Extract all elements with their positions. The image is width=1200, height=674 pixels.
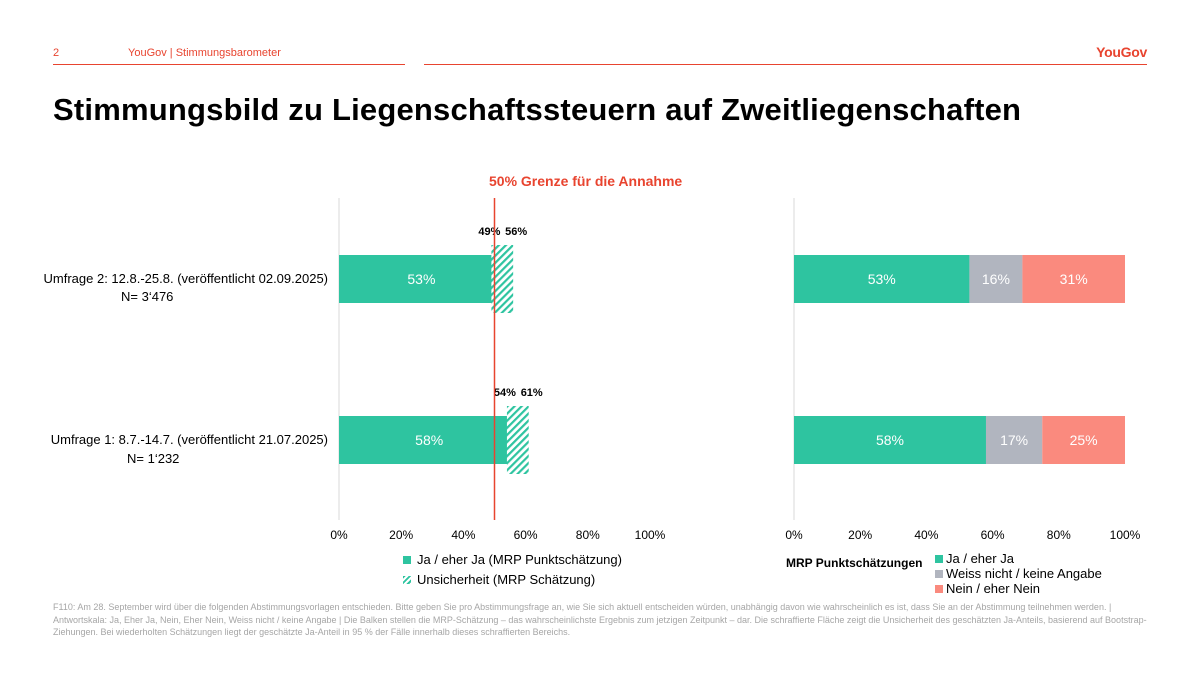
header-divider-right [424, 64, 1147, 65]
interval-high-label: 61% [521, 387, 543, 399]
right-xtick-label: 20% [848, 528, 872, 542]
legend-label-point: Ja / eher Ja (MRP Punktschätzung) [417, 552, 622, 567]
stacked-bar-ja [794, 255, 970, 303]
stacked-bar-nein [1042, 416, 1125, 464]
stacked-bar-nein [1022, 255, 1125, 303]
uncertainty-band [491, 245, 514, 313]
row-label-umfrage-1: Umfrage 1: 8.7.-14.7. (veröffentlicht 21… [50, 432, 328, 447]
legend-swatch-nein [935, 584, 943, 593]
left-xtick-label: 60% [514, 528, 538, 542]
legend-swatch-hatch [403, 575, 411, 584]
legend-right-title: MRP Punktschätzungen [786, 556, 923, 570]
stacked-bar-weiss-nicht-label: 16% [982, 271, 1010, 287]
legend-swatch-ja-right [935, 554, 943, 563]
left-chart: 0% 20% 40% 60% 80% 100% 53% 49% 56% 58% 54% 61% [330, 198, 666, 542]
left-xtick-label: 100% [635, 528, 666, 542]
threshold-label: 50% Grenze für die Annahme [489, 173, 683, 189]
row-n-umfrage-2: N= 3‘476 [121, 289, 174, 304]
stacked-bar-weiss-nicht-label: 17% [1000, 432, 1028, 448]
stacked-bar-nein-label: 31% [1060, 271, 1088, 287]
stacked-bar-ja-label: 53% [868, 271, 896, 287]
stacked-bar-weiss-nicht [969, 255, 1023, 303]
interval-high-label: 56% [505, 226, 527, 238]
legend-swatch-ja [403, 555, 411, 564]
interval-low-label: 54% [494, 387, 516, 399]
header-divider-left [53, 64, 405, 65]
stacked-bar-ja-label: 58% [876, 432, 904, 448]
header-source: YouGov | Stimmungsbarometer [128, 47, 281, 59]
row-n-umfrage-1: N= 1‘232 [127, 451, 180, 466]
right-xtick-label: 60% [981, 528, 1005, 542]
legend-item-nein: Nein / eher Nein [935, 581, 1040, 596]
legend-label-ja: Ja / eher Ja [946, 551, 1014, 566]
stacked-bar-nein-label: 25% [1070, 432, 1098, 448]
left-xtick-label: 80% [576, 528, 600, 542]
left-bar-ja [339, 255, 504, 303]
legend-swatch-weiss-nicht [935, 569, 943, 578]
legend-label-nein: Nein / eher Nein [946, 581, 1040, 596]
right-chart: 0% 20% 40% 60% 80% 100% 53% 16% 31% 58% 17% 25% [785, 198, 1141, 542]
left-bar-value-label: 58% [415, 432, 443, 448]
left-xtick-label: 0% [330, 528, 348, 542]
left-bar-ja [339, 416, 520, 464]
right-xtick-label: 100% [1110, 528, 1141, 542]
right-xtick-label: 80% [1047, 528, 1071, 542]
legend-label-uncertainty: Unsicherheit (MRP Schätzung) [417, 572, 596, 587]
page-title: Stimmungsbild zu Liegenschaftssteuern au… [53, 92, 1022, 127]
left-xtick-label: 20% [389, 528, 413, 542]
row-label-umfrage-2: Umfrage 2: 12.8.-25.8. (veröffentlicht 0… [43, 271, 328, 286]
right-xtick-label: 40% [914, 528, 938, 542]
brand-logo: YouGov [1096, 44, 1147, 60]
page-number: 2 [53, 47, 60, 59]
stacked-bar-weiss-nicht [985, 416, 1043, 464]
legend-item-point: Ja / eher Ja (MRP Punktschätzung) [403, 552, 622, 567]
uncertainty-band [506, 406, 529, 474]
interval-low-label: 49% [478, 226, 500, 238]
legend-item-ja: Ja / eher Ja [935, 551, 1014, 566]
legend-item-uncertainty: Unsicherheit (MRP Schätzung) [403, 572, 595, 587]
right-xtick-label: 0% [785, 528, 803, 542]
left-xtick-label: 40% [451, 528, 475, 542]
left-bar-value-label: 53% [407, 271, 435, 287]
stacked-bar-ja [794, 416, 986, 464]
legend-label-weiss-nicht: Weiss nicht / keine Angabe [946, 566, 1102, 581]
legend-item-weiss-nicht: Weiss nicht / keine Angabe [935, 566, 1102, 581]
footnote: F110: Am 28. September wird über die fol… [53, 602, 1147, 637]
